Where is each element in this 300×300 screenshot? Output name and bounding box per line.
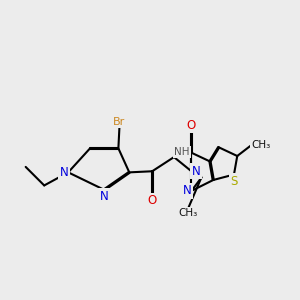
- Text: O: O: [148, 194, 157, 207]
- Text: N: N: [100, 190, 109, 203]
- Text: S: S: [230, 175, 238, 188]
- Text: CH₃: CH₃: [251, 140, 271, 150]
- Text: O: O: [187, 119, 196, 132]
- Text: Br: Br: [113, 117, 126, 127]
- Text: N: N: [191, 165, 200, 178]
- Text: CH₃: CH₃: [178, 208, 198, 218]
- Text: N: N: [183, 184, 191, 197]
- Text: N: N: [59, 166, 68, 179]
- Text: NH: NH: [174, 147, 190, 157]
